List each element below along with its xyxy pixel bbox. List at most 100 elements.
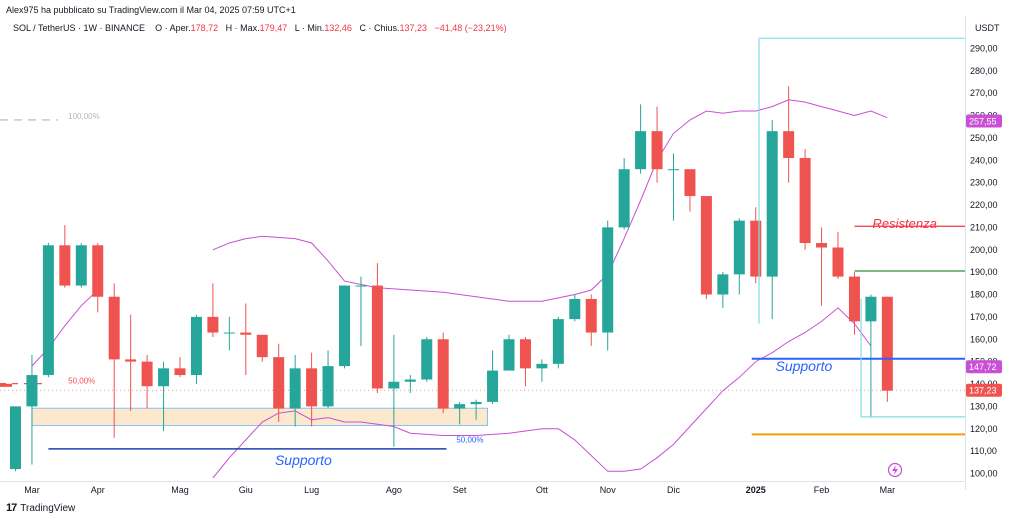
open-word: Aper. [169,23,191,33]
candle-down[interactable] [108,296,120,360]
candle-up[interactable] [339,285,350,367]
close-marker-left [0,383,12,387]
candle-down[interactable] [273,357,285,409]
price-tag-label: 147,72 [969,362,997,372]
candle-down[interactable] [371,285,383,389]
candle-down[interactable] [306,368,318,407]
candle-up[interactable] [503,339,515,371]
publish-info: Alex975 ha pubblicato su TradingView.com… [6,5,296,15]
candle-up[interactable] [470,401,482,405]
fib-label: 50,00% [68,377,95,386]
candle-up[interactable] [388,381,400,389]
candle-down[interactable] [848,276,860,322]
candle-up[interactable] [223,332,235,334]
high-value: 179,47 [259,23,288,33]
x-tick-label: Ago [386,485,402,495]
low-label: L [294,23,300,33]
candle-down[interactable] [700,196,712,295]
x-tick-label: Giu [239,485,253,495]
open-label: O [155,23,163,33]
candle-up[interactable] [421,339,433,380]
candle-up[interactable] [10,406,21,470]
brand-name: TradingView [20,502,76,514]
y-tick-label: 190,00 [970,267,998,277]
candle-up[interactable] [536,363,548,369]
candle-up[interactable] [454,404,466,409]
candle-up[interactable] [668,169,679,171]
candle-up[interactable] [569,298,581,320]
candle-up[interactable] [26,375,38,407]
candle-down[interactable] [174,368,186,376]
x-tick-label: Mar [880,485,896,495]
candle-down[interactable] [207,316,219,333]
candle-up[interactable] [404,379,416,382]
candle-up[interactable] [355,285,367,287]
y-tick-label: 230,00 [970,178,998,188]
candle-down[interactable] [585,298,597,333]
candle-up[interactable] [865,296,877,322]
tradingview-logo-icon: 17 [6,502,17,514]
candle-up[interactable] [717,274,729,295]
candle-down[interactable] [437,339,449,409]
candle-down[interactable] [799,158,811,244]
x-tick-label: Set [453,485,467,495]
candle-down[interactable] [651,131,663,170]
y-tick-label: 130,00 [970,401,998,411]
bollinger-lower-band [212,307,872,479]
close-value: 137,23 [399,23,427,33]
candle-down[interactable] [256,334,268,358]
symbol-legend: SOL / TetherUS · 1W · BINANCE O · Aper.1… [13,23,507,33]
x-tick-label: Mag [171,485,189,495]
candle-up[interactable] [635,131,647,170]
candle-down[interactable] [125,359,137,362]
price-tag-label: 137,23 [969,386,997,396]
lightning-glyph-icon [892,465,898,475]
candle-up[interactable] [42,245,54,376]
fib-label: 100,00% [68,112,100,121]
footer-branding: 17 TradingView [6,502,75,514]
support-zone[interactable] [31,407,489,426]
low-word: Min. [307,23,325,33]
candle-up[interactable] [766,131,778,277]
y-tick-label: 250,00 [970,133,998,143]
x-tick-label: Apr [91,485,105,495]
price-tag [966,114,1002,128]
candle-up[interactable] [552,319,564,364]
candle-up[interactable] [602,227,614,333]
candle-down[interactable] [59,245,71,286]
candle-down[interactable] [832,247,844,277]
high-word: Max. [240,23,260,33]
x-tick-label: Nov [600,485,617,495]
symbol-name[interactable]: SOL / TetherUS · 1W · BINANCE [13,23,146,33]
x-tick-label: Feb [814,485,830,495]
price-tag [966,383,1002,397]
candle-down[interactable] [240,332,252,335]
bollinger-upper-band [212,99,888,302]
x-tick-label: Dic [667,485,680,495]
candle-up[interactable] [289,368,301,409]
candle-up[interactable] [190,316,202,376]
candle-up[interactable] [322,366,334,407]
price-tag-label: 257,55 [969,116,997,126]
candle-down[interactable] [881,296,893,391]
candle-down[interactable] [141,361,153,387]
close-label: C [359,23,366,33]
candle-down[interactable] [750,220,762,277]
candle-up[interactable] [75,245,87,286]
candle-down[interactable] [816,243,828,248]
x-tick-label: Lug [304,485,319,495]
y-tick-label: 170,00 [970,312,998,322]
candle-up[interactable] [158,368,170,387]
y-tick-label: 100,00 [970,469,998,479]
candle-up[interactable] [618,169,630,228]
y-tick-label: 290,00 [970,43,998,53]
candle-up[interactable] [733,220,745,275]
candle-up[interactable] [487,370,499,402]
candle-down[interactable] [783,131,795,159]
candle-down[interactable] [92,245,104,297]
candle-down[interactable] [684,169,696,197]
fib-label: 50,00% [456,435,483,444]
candle-down[interactable] [519,339,531,369]
y-tick-label: 240,00 [970,155,998,165]
